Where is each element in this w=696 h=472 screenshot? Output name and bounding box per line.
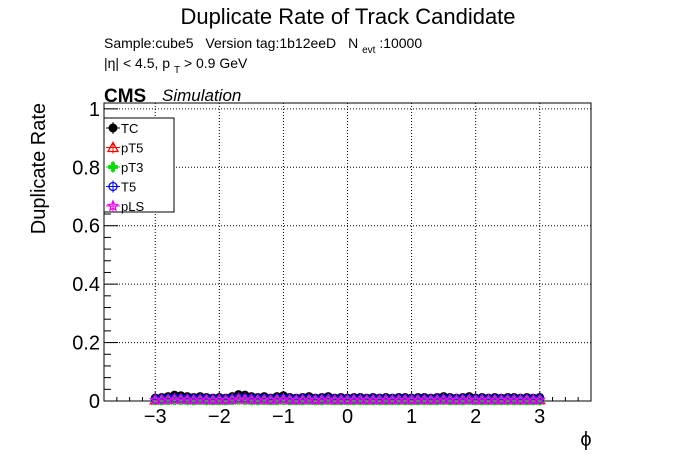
axis-ticks [103, 108, 592, 402]
nevt-value: :10000 [379, 35, 422, 51]
pt-subscript: T [174, 65, 180, 76]
x-axis-label: ϕ [580, 429, 591, 451]
eta-cut: |η| < 4.5, p [104, 55, 170, 71]
plot-frame [103, 102, 592, 402]
legend-label: TC [121, 121, 138, 136]
legend-entry-pls: pLS [106, 199, 144, 214]
x-tick-label: −3 [144, 406, 167, 428]
sample-label: Sample:cube5 [104, 35, 194, 51]
data-points [148, 390, 547, 406]
y-tick-label: 0 [89, 391, 100, 413]
nevt-symbol: N [348, 35, 358, 51]
legend-marker-pls [106, 199, 120, 212]
y-tick-label: 0.6 [72, 216, 100, 238]
legend-marker-pt5 [106, 141, 120, 153]
y-axis-label: Duplicate Rate [28, 103, 50, 234]
y-tick-label: 1 [89, 99, 100, 121]
x-tick-labels: −3 −2 −1 0 1 2 3 [144, 406, 545, 428]
legend-label: T5 [121, 180, 136, 195]
data-point-pls [225, 393, 239, 406]
legend-entry-t5: T5 [106, 180, 136, 195]
y-tick-labels: 0 0.2 0.4 0.6 0.8 1 [72, 99, 100, 413]
grid-lines [104, 103, 591, 401]
x-tick-label: −2 [208, 406, 231, 428]
legend-marker-pt3 [108, 162, 118, 172]
legend: TC pT5 pT3 T5 pLS [103, 117, 175, 214]
legend-entry-pt3: pT3 [106, 160, 143, 175]
chart-title: Duplicate Rate of Track Candidate [180, 4, 515, 29]
y-tick-label: 0.4 [72, 274, 100, 296]
x-tick-label: 3 [534, 406, 545, 428]
subtitle-sample: Sample:cube5 Version tag:1b12eeD N evt :… [104, 35, 422, 56]
legend-entry-tc: TC [106, 121, 138, 136]
legend-label: pLS [121, 199, 144, 214]
x-tick-label: −1 [272, 406, 295, 428]
x-tick-label: 2 [470, 406, 481, 428]
legend-marker-t5 [108, 181, 118, 192]
nevt-subscript: evt [362, 45, 376, 56]
legend-marker-tc [108, 123, 118, 133]
y-tick-label: 0.2 [72, 333, 100, 355]
pt-cut: > 0.9 GeV [184, 55, 248, 71]
simulation-label: Simulation [162, 86, 241, 105]
version-label: Version tag:1b12eeD [205, 35, 336, 51]
legend-box [103, 117, 175, 213]
x-tick-label: 1 [406, 406, 417, 428]
data-point-pls [533, 393, 547, 406]
y-tick-label: 0.8 [72, 157, 100, 179]
cms-label: CMS [104, 86, 146, 107]
legend-entry-pt5: pT5 [106, 141, 143, 156]
legend-label: pT5 [121, 141, 143, 156]
subtitle-cuts: |η| < 4.5, p T > 0.9 GeV [104, 55, 248, 76]
series-pls [148, 392, 547, 406]
legend-label: pT3 [121, 160, 143, 175]
x-tick-label: 0 [342, 406, 353, 428]
